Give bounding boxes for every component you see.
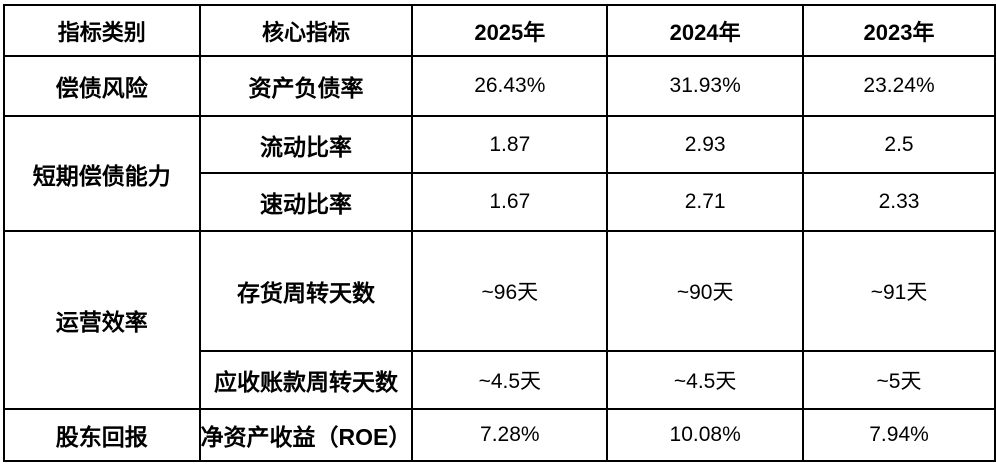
header-row: 指标类别 核心指标 2025年 2024年 2023年 xyxy=(3,4,996,57)
value-cell: ~90天 xyxy=(606,230,805,352)
value-cell: 10.08% xyxy=(606,408,805,462)
table-row: 短期偿债能力 流动比率 1.87 2.93 2.5 xyxy=(3,115,996,232)
value-cell: 26.43% xyxy=(411,55,609,117)
category-cell: 股东回报 xyxy=(3,408,201,462)
financial-metrics-table: 指标类别 核心指标 2025年 2024年 2023年 偿债风险 资产负债率 26.43% 3… xyxy=(3,4,996,462)
value-cell: ~4.5天 xyxy=(411,350,609,410)
value-cell: ~96天 xyxy=(411,230,609,352)
value-cell: 1.87 xyxy=(411,115,609,174)
category-cell: 偿债风险 xyxy=(3,55,201,117)
category-cell: 短期偿债能力 xyxy=(3,115,201,232)
metric-cell: 资产负债率 xyxy=(198,55,414,117)
value-cell: ~4.5天 xyxy=(606,350,805,410)
metric-cell: 速动比率 xyxy=(198,172,414,232)
metric-cell: 净资产收益（ROE） xyxy=(198,408,414,462)
table-body: 偿债风险 资产负债率 26.43% 31.93% 23.24% 短期偿债能力 流动比率 1.8… xyxy=(3,55,996,462)
column-header-4: 2024年 xyxy=(606,4,805,57)
value-cell: 31.93% xyxy=(606,55,805,117)
value-cell: 7.94% xyxy=(802,408,996,462)
metric-cell: 存货周转天数 xyxy=(198,230,414,352)
column-header-5: 2023年 xyxy=(802,4,996,57)
value-cell: 2.5 xyxy=(802,115,996,174)
value-cell: 2.93 xyxy=(606,115,805,174)
table-row: 应收账款周转天数 ~4.5天 ~4.5天 ~5天 xyxy=(4,350,996,410)
column-header-3: 2025年 xyxy=(411,4,609,57)
column-header-2: 核心指标 xyxy=(198,4,414,57)
column-header-1: 指标类别 xyxy=(3,4,201,57)
table-row: 股东回报 净资产收益（ROE） 7.28% 10.08% 7.94% xyxy=(3,408,996,462)
value-cell: ~91天 xyxy=(802,230,996,352)
value-cell: 2.33 xyxy=(802,172,996,232)
table-row: 偿债风险 资产负债率 26.43% 31.93% 23.24% xyxy=(3,55,996,117)
value-cell: 2.71 xyxy=(606,172,805,232)
table-row: 速动比率 1.67 2.71 2.33 xyxy=(4,172,996,232)
value-cell: 23.24% xyxy=(802,55,996,117)
metric-cell: 应收账款周转天数 xyxy=(198,350,414,410)
value-cell: 7.28% xyxy=(411,408,609,462)
table-row: 运营效率 存货周转天数 ~96天 ~90天 ~91天 xyxy=(3,230,996,410)
value-cell: 1.67 xyxy=(411,172,609,232)
metric-cell: 流动比率 xyxy=(198,115,414,174)
value-cell: ~5天 xyxy=(802,350,996,410)
category-cell: 运营效率 xyxy=(3,230,201,410)
